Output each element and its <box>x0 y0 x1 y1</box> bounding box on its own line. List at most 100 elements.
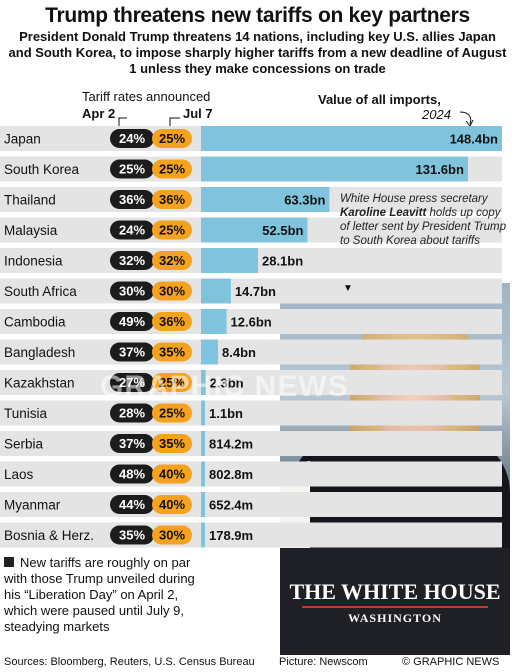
jul-rate: 25% <box>159 223 185 238</box>
jul-rate: 25% <box>159 406 185 421</box>
country-label: Bangladesh <box>4 345 75 360</box>
import-value-label: 63.3bn <box>284 193 325 208</box>
jul-rate: 40% <box>159 467 185 482</box>
apr-pill <box>110 159 154 179</box>
apr-pill <box>110 464 154 484</box>
jul-pill <box>152 525 192 545</box>
apr-pill <box>110 251 154 270</box>
apr-rate: 37% <box>119 436 145 451</box>
jul-rate: 36% <box>159 314 185 329</box>
footer: Sources: Bloomberg, Reuters, U.S. Census… <box>0 654 515 672</box>
apr-rate: 24% <box>119 131 145 146</box>
import-bar <box>201 339 219 365</box>
caption-text: White House press secretary <box>340 193 488 205</box>
import-value-label: 178.9m <box>209 528 253 543</box>
import-value-label: 14.7bn <box>235 284 276 299</box>
apr-rate: 25% <box>119 162 145 177</box>
import-value-label: 12.6bn <box>231 315 272 330</box>
country-label: Tunisia <box>4 406 48 421</box>
jul-pill <box>152 281 192 301</box>
apr-header: Apr 2 <box>82 106 116 121</box>
apr-pill <box>110 129 154 148</box>
row-background <box>0 278 502 304</box>
apr-pill <box>110 403 154 423</box>
jul-pill <box>152 434 192 453</box>
jul-rate: 25% <box>159 162 185 177</box>
jul-pill <box>152 495 192 514</box>
country-label: South Africa <box>4 284 77 299</box>
row-background <box>0 370 502 395</box>
apr-rate: 32% <box>119 253 145 268</box>
imports-arrow-head <box>465 119 474 127</box>
podium-text-1: THE WHITE HOUSE <box>289 579 501 604</box>
import-value-label: 802.8m <box>209 467 253 482</box>
jul-rate: 40% <box>159 497 185 512</box>
jul-rate: 25% <box>159 131 185 146</box>
country-label: Kazakhstan <box>4 376 75 391</box>
jul-pointer <box>169 117 180 126</box>
apr-pill <box>110 312 154 331</box>
imports-header: Value of all imports, <box>318 92 441 107</box>
jul-rate: 25% <box>159 375 185 390</box>
apr-rate: 28% <box>119 406 145 421</box>
import-bar <box>201 400 205 426</box>
apr-pill <box>110 220 154 240</box>
country-label: Thailand <box>4 193 56 208</box>
apr-pill <box>110 525 154 545</box>
import-bar <box>201 309 227 334</box>
row-background <box>0 309 502 334</box>
jul-pill <box>152 464 192 484</box>
picture-credit: Picture: Newscom <box>279 656 368 668</box>
apr-rate: 37% <box>119 345 145 360</box>
import-bar <box>201 370 206 395</box>
country-label: Malaysia <box>4 223 58 238</box>
jul-rate: 35% <box>159 345 185 360</box>
chart-rows: Japan 24% 25% 148.4bn South Korea 25% 25% 131.6… <box>0 126 502 548</box>
imports-year: 2024 <box>422 107 451 122</box>
country-label: Japan <box>4 132 41 147</box>
jul-header: Jul 7 <box>183 106 213 121</box>
page-title: Trump threatens new tariffs on key partn… <box>45 4 470 27</box>
import-bar <box>201 248 258 273</box>
import-bar <box>201 431 205 456</box>
import-bar <box>201 156 468 182</box>
note: New tariffs are roughly on par with thos… <box>4 555 204 635</box>
jul-pill <box>152 220 192 240</box>
imports-arrow <box>459 111 472 125</box>
import-bar <box>201 492 205 517</box>
import-value-label: 148.4bn <box>450 132 498 147</box>
apr-rate: 35% <box>119 528 145 543</box>
apr-pill <box>110 281 154 301</box>
podium-line <box>302 606 488 608</box>
country-label: Myanmar <box>4 498 61 513</box>
podium-text-2: WASHINGTON <box>348 611 442 625</box>
country-label: Laos <box>4 467 34 482</box>
apr-pill <box>110 434 154 453</box>
apr-pill <box>110 373 154 392</box>
jul-pill <box>152 159 192 179</box>
apr-rate: 27% <box>119 375 145 390</box>
import-value-label: 652.4m <box>209 498 253 513</box>
tariff-rates-header: Tariff rates announced <box>82 89 211 104</box>
apr-rate: 24% <box>119 223 145 238</box>
jul-rate: 32% <box>159 253 185 268</box>
import-bar <box>201 278 231 304</box>
apr-pill <box>110 342 154 362</box>
jul-rate: 35% <box>159 436 185 451</box>
import-value-label: 2.3bn <box>210 376 244 391</box>
import-value-label: 52.5bn <box>262 223 303 238</box>
row-background <box>0 461 502 487</box>
watermark: GRAPHIC NEWS <box>100 370 349 403</box>
jul-pill <box>152 129 192 148</box>
jul-rate: 30% <box>159 284 185 299</box>
jul-pill <box>152 403 192 423</box>
row-background <box>0 431 502 456</box>
jul-pill <box>152 373 192 392</box>
import-bar <box>201 187 330 212</box>
jul-rate: 36% <box>159 192 185 207</box>
sources: Sources: Bloomberg, Reuters, U.S. Census… <box>4 656 255 668</box>
jul-rate: 30% <box>159 528 185 543</box>
country-label: South Korea <box>4 162 80 177</box>
apr-rate: 30% <box>119 284 145 299</box>
